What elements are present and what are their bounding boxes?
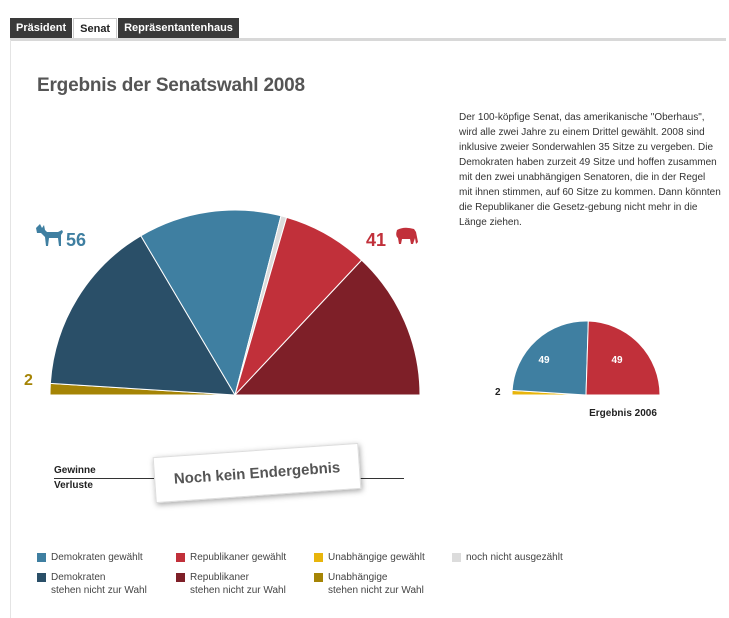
legend-item-dem-elected: Demokraten gewählt (37, 551, 143, 564)
legend-label: Demokraten gewählt (51, 552, 143, 563)
result-2006-title: Ergebnis 2006 (589, 408, 657, 419)
legend-item-rep-elected: Republikaner gewählt (176, 551, 286, 564)
intro-text: Der 100-köpfige Senat, das amerikanische… (459, 112, 721, 228)
pie-slice-rep-elected (585, 320, 661, 396)
pie-slice-dem-elected (511, 320, 589, 396)
legend-label: Republikaner gewählt (190, 552, 287, 563)
small-rep-label: 49 (611, 355, 623, 366)
legend: Demokraten gewählt Republikaner gewählt … (37, 551, 697, 601)
ind-total-label: 2 (24, 372, 33, 389)
legend-swatch (452, 553, 461, 562)
dem-total-label: 56 (66, 230, 86, 250)
small-dem-label: 49 (538, 355, 550, 366)
legend-swatch (176, 573, 185, 582)
donkey-icon (36, 224, 63, 246)
legend-swatch (176, 553, 185, 562)
page-title: Ergebnis der Senatswahl 2008 (37, 75, 305, 96)
gains-label: Gewinne (54, 465, 96, 476)
main-senate-chart (49, 209, 421, 397)
legend-label: Republikaner (190, 572, 249, 583)
legend-label-sub: stehen nicht zur Wahl (51, 585, 147, 596)
result-2006-chart (511, 320, 661, 396)
legend-swatch (314, 573, 323, 582)
rep-total-label: 41 (366, 230, 386, 250)
legend-item-pending: noch nicht ausgezählt (452, 551, 563, 564)
legend-label: Unabhängige gewählt (328, 552, 425, 563)
legend-label: noch nicht ausgezählt (466, 552, 563, 563)
small-ind-label: 2 (495, 387, 501, 398)
tab-repraesentantenhaus[interactable]: Repräsentantenhaus (118, 18, 239, 39)
legend-label: Demokraten (51, 572, 106, 583)
legend-item-rep-not-up: Republikaner stehen nicht zur Wahl (176, 571, 286, 597)
pie-slice-rep-not-up (233, 259, 421, 396)
legend-item-dem-not-up: Demokraten stehen nicht zur Wahl (37, 571, 147, 597)
legend-label-sub: stehen nicht zur Wahl (328, 585, 424, 596)
legend-item-ind-elected: Unabhängige gewählt (314, 551, 425, 564)
tab-divider (10, 38, 726, 41)
tab-senat[interactable]: Senat (73, 18, 118, 40)
tab-bar: Präsident Senat Repräsentantenhaus (10, 18, 240, 40)
legend-swatch (37, 573, 46, 582)
tab-praesident[interactable]: Präsident (10, 18, 73, 39)
legend-item-ind-not-up: Unabhängige stehen nicht zur Wahl (314, 571, 424, 597)
elephant-icon (396, 227, 418, 244)
legend-label: Unabhängige (328, 572, 388, 583)
frame-border (10, 40, 11, 618)
pie-slice-dem-elected (140, 209, 282, 397)
pie-slice-dem-not-up (49, 235, 236, 396)
losses-label: Verluste (54, 480, 93, 491)
legend-swatch (314, 553, 323, 562)
legend-label-sub: stehen nicht zur Wahl (190, 585, 286, 596)
legend-swatch (37, 553, 46, 562)
